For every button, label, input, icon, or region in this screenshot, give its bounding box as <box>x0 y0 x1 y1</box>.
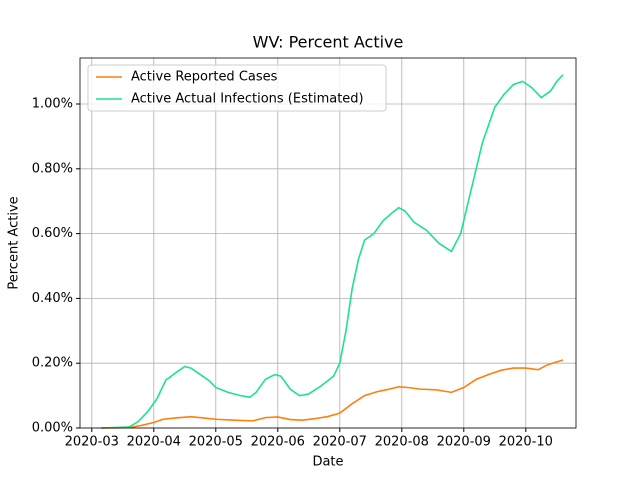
y-tick-label: 0.00% <box>32 421 73 436</box>
x-tick-label: 2020-05 <box>189 435 243 450</box>
plot-frame <box>79 57 577 429</box>
y-tick-label: 0.40% <box>32 291 73 306</box>
series-line <box>101 74 564 429</box>
x-tick-label: 2020-07 <box>313 435 367 450</box>
legend-box <box>87 64 387 112</box>
y-axis-label: Percent Active <box>7 196 22 289</box>
y-tick-label: 1.00% <box>32 97 73 112</box>
x-tick-label: 2020-04 <box>127 435 181 450</box>
legend-label: Active Reported Cases <box>131 70 278 85</box>
x-tick-label: 2020-09 <box>437 435 491 450</box>
x-tick-label: 2020-08 <box>375 435 429 450</box>
x-tick-label: 2020-10 <box>499 435 553 450</box>
y-tick-label: 0.20% <box>32 356 73 371</box>
x-tick-label: 2020-06 <box>251 435 305 450</box>
x-tick-label: 2020-03 <box>65 435 119 450</box>
chart-title: WV: Percent Active <box>253 33 404 52</box>
legend-label: Active Actual Infections (Estimated) <box>131 92 364 107</box>
x-axis-label: Date <box>312 455 343 470</box>
series-line <box>101 359 564 429</box>
y-tick-label: 0.80% <box>32 161 73 176</box>
y-tick-label: 0.60% <box>32 226 73 241</box>
